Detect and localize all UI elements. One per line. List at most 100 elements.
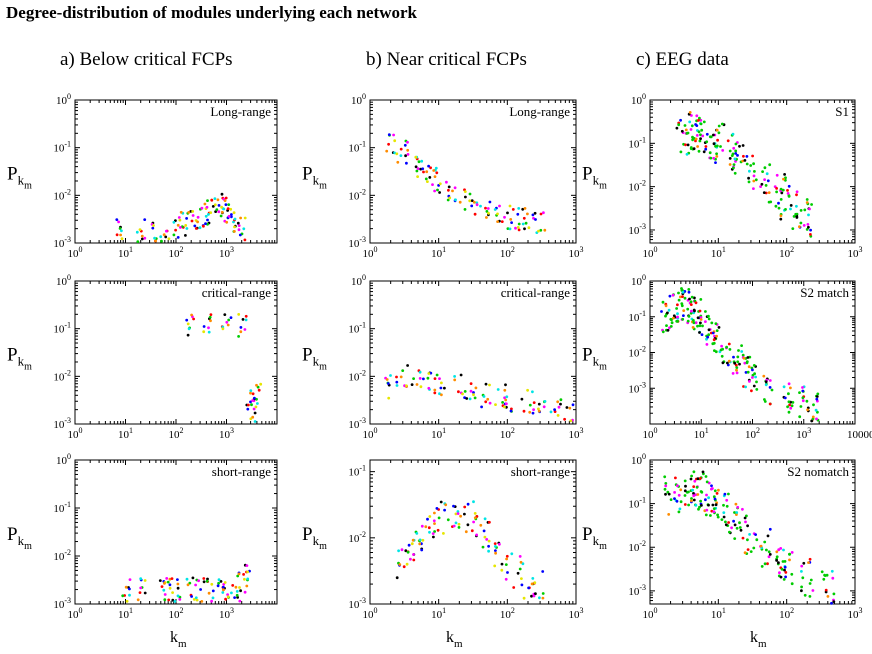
panel-label: critical-range: [202, 285, 272, 300]
data-point: [168, 577, 172, 581]
data-point: [437, 516, 441, 520]
data-point: [518, 555, 522, 558]
data-point: [712, 507, 716, 510]
data-point: [752, 174, 756, 178]
data-point: [488, 401, 492, 405]
data-point: [202, 325, 206, 328]
data-point: [775, 559, 778, 562]
data-point: [807, 225, 810, 229]
x-tick-label: 100: [68, 245, 83, 260]
panel-b1: 100 101 102 103 10-3 10-2 10-1 100 Long-range Pkm: [302, 92, 584, 260]
data-point: [784, 208, 787, 211]
data-point: [484, 382, 488, 386]
data-point: [701, 134, 705, 138]
data-point: [517, 222, 521, 226]
y-axis-label: Pkm: [582, 345, 607, 373]
data-point: [205, 579, 209, 583]
data-point: [727, 521, 730, 524]
data-point: [432, 535, 435, 539]
data-point: [166, 580, 170, 584]
data-point: [453, 378, 457, 382]
data-point: [696, 316, 700, 320]
x-tick-label: 102: [500, 245, 515, 260]
data-point: [775, 187, 778, 190]
data-point: [436, 528, 440, 532]
y-tick-label: 10-3: [53, 235, 71, 250]
data-point: [706, 335, 710, 339]
y-axis-label: Pkm: [302, 345, 327, 373]
data-point: [732, 166, 735, 170]
data-point: [694, 503, 698, 507]
data-point: [433, 530, 436, 533]
data-point: [177, 216, 181, 219]
data-point: [512, 586, 516, 589]
data-point: [463, 505, 467, 509]
data-point: [534, 218, 537, 221]
data-point: [252, 407, 256, 411]
data-point: [178, 598, 182, 601]
plot-frame: [649, 459, 856, 605]
data-point: [255, 397, 258, 401]
data-point: [164, 235, 168, 239]
data-point: [120, 237, 124, 241]
data-point: [226, 593, 230, 596]
data-point: [743, 159, 747, 162]
data-point: [202, 224, 205, 228]
data-point: [731, 372, 735, 375]
data-point: [674, 476, 677, 480]
data-point: [690, 114, 693, 117]
data-point: [787, 400, 791, 404]
data-point: [211, 589, 215, 593]
data-point: [777, 201, 780, 205]
data-point: [238, 586, 241, 589]
data-point: [246, 407, 250, 411]
data-point: [679, 500, 683, 504]
data-point: [485, 210, 489, 213]
data-point: [728, 149, 732, 153]
data-point: [192, 317, 196, 321]
data-point: [777, 561, 780, 565]
data-point: [782, 548, 785, 552]
figure-title: Degree-distribution of modules underlyin…: [6, 3, 418, 22]
data-point: [568, 406, 572, 410]
data-point: [676, 484, 679, 488]
data-point: [224, 597, 228, 601]
data-point: [815, 397, 819, 401]
data-point: [664, 484, 668, 488]
data-point: [565, 406, 569, 409]
data-point: [767, 555, 771, 559]
data-point: [699, 122, 703, 126]
data-point: [176, 594, 180, 598]
data-point: [195, 598, 199, 602]
data-point: [786, 405, 789, 409]
data-point: [531, 411, 535, 415]
data-point: [233, 225, 236, 229]
panel-b2: 100 101 102 103 10-3 10-2 10-1 100 critical-rang…: [302, 273, 584, 441]
data-point: [220, 205, 224, 209]
data-point: [118, 227, 122, 230]
data-point: [538, 596, 541, 600]
data-point: [537, 402, 541, 406]
data-point: [487, 549, 490, 553]
data-point: [191, 576, 195, 580]
data-point: [713, 334, 716, 338]
data-point: [524, 221, 528, 225]
data-point: [159, 235, 163, 239]
y-tick-label: 10-1: [53, 500, 71, 515]
data-point: [768, 527, 772, 531]
data-point: [468, 192, 472, 196]
data-point: [454, 512, 458, 516]
data-point: [115, 218, 119, 222]
data-point: [217, 581, 221, 585]
data-point: [672, 316, 675, 320]
x-tick-label: 102: [169, 245, 184, 260]
data-point: [667, 308, 671, 312]
data-point: [474, 386, 478, 390]
data-point: [433, 189, 436, 193]
data-point: [235, 593, 239, 597]
data-point: [484, 206, 487, 210]
panel-c1: 100 101 102 103 10-3 10-2 10-1 100 S1 Pkm: [582, 92, 863, 260]
data-point: [726, 139, 730, 143]
data-point: [830, 601, 833, 605]
data-point: [700, 504, 703, 507]
